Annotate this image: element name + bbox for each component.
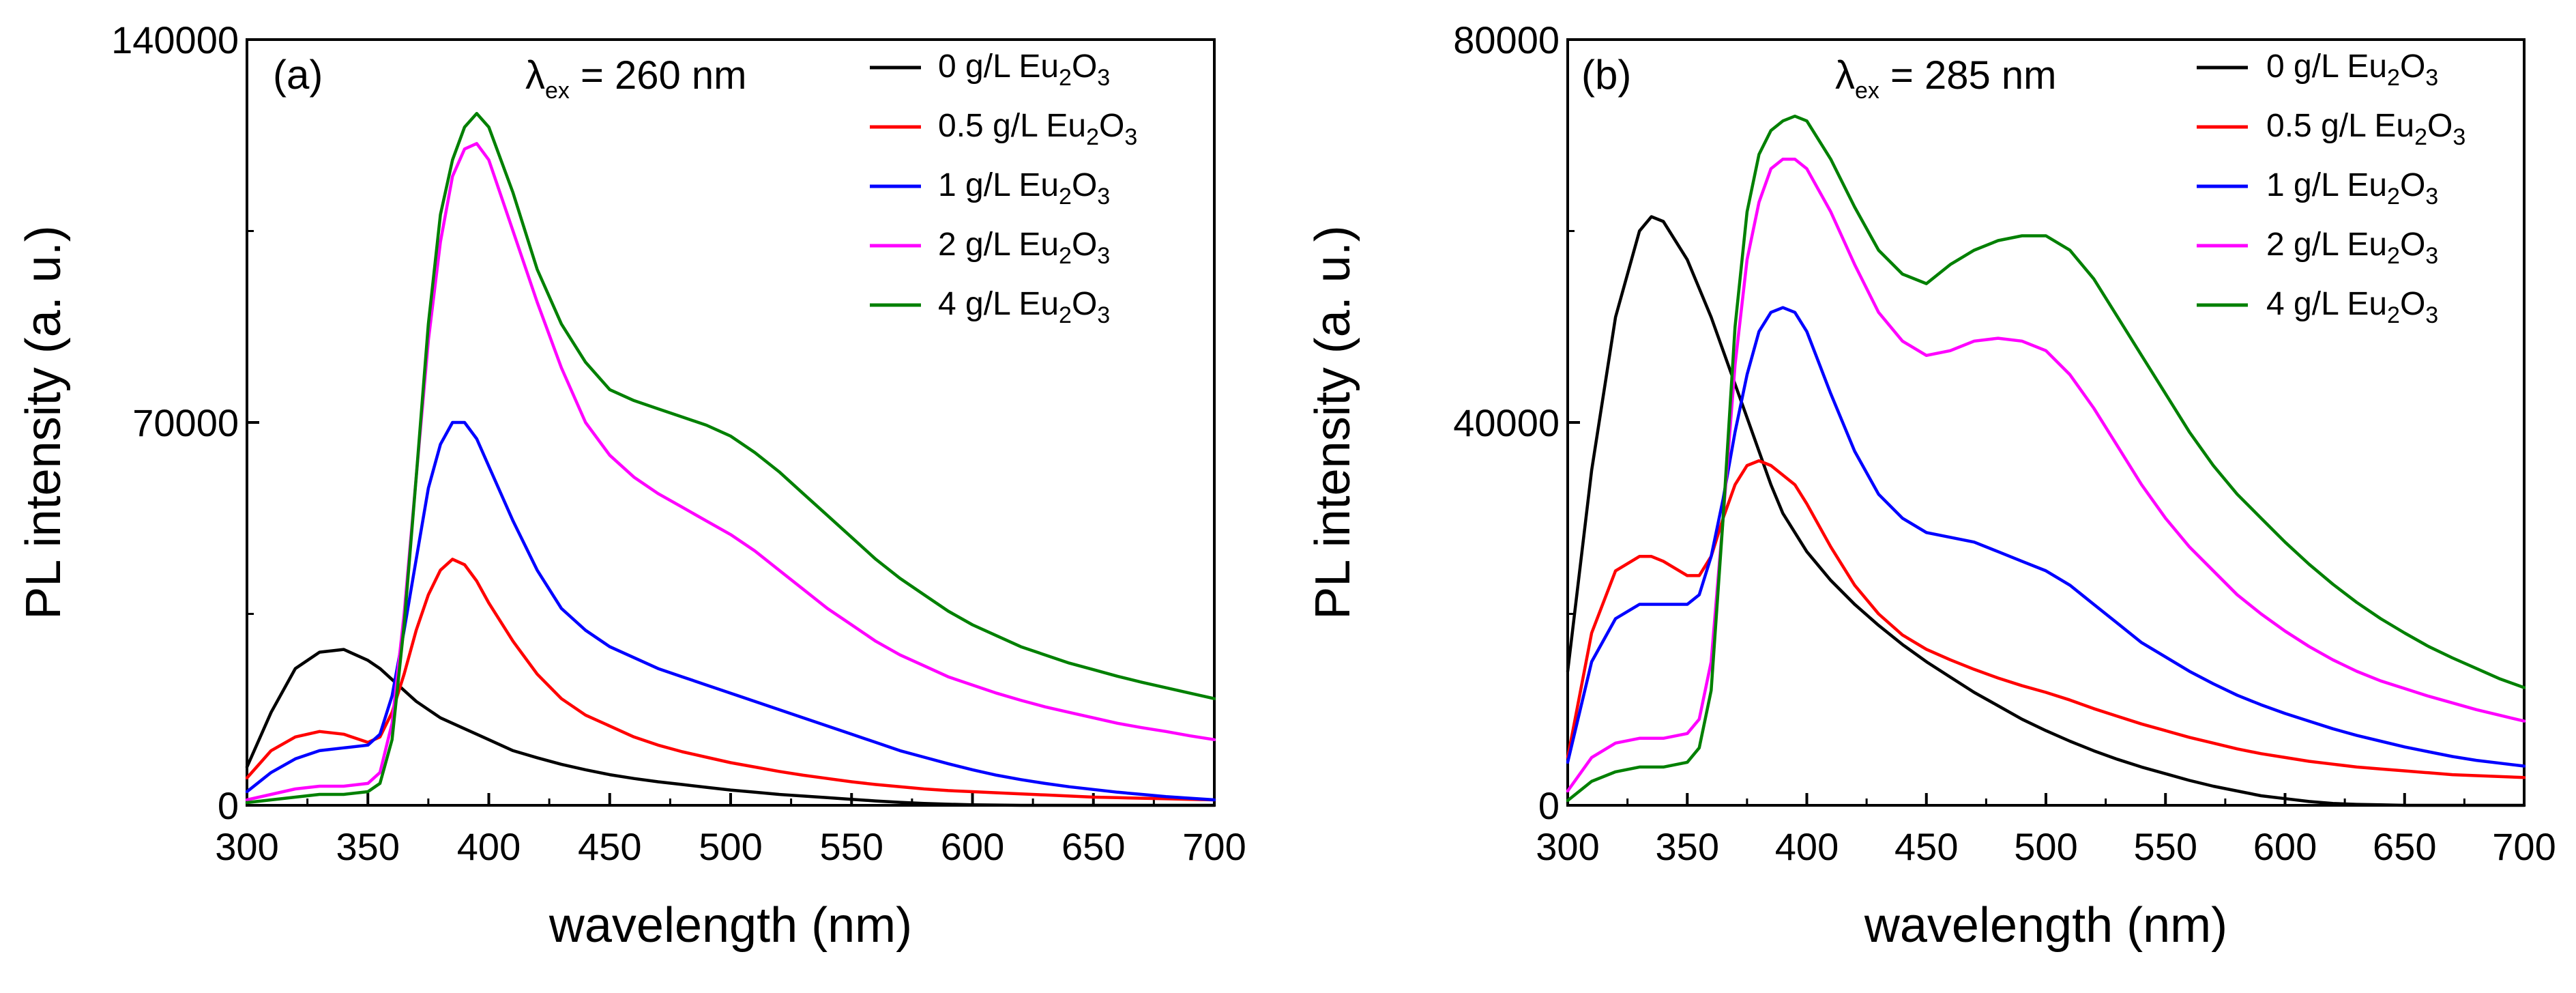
panel-b-legend-label-prefix: 2 g/L Eu xyxy=(2266,227,2387,263)
panel-b-x-tick-label: 650 xyxy=(2373,825,2436,868)
panel-a-legend-label-prefix: 1 g/L Eu xyxy=(938,167,1059,203)
panel-a-legend-label-mid: O xyxy=(1072,167,1097,203)
panel-a-annotation-text: = 260 nm xyxy=(570,53,747,98)
panel-b-excitation-annotation: λex = 285 nm xyxy=(1835,53,2056,104)
panel-b-annotation-symbol: λ xyxy=(1835,53,1855,98)
panel-b-legend-label-sub: 2 xyxy=(2387,65,2400,91)
panel-a-legend-label-mid: O xyxy=(1072,48,1097,85)
panel-b-legend-label-2: 1 g/L Eu2O3 xyxy=(2266,167,2438,210)
panel-b-y-tick-label: 0 xyxy=(1538,784,1560,827)
panel-b-x-tick-label: 350 xyxy=(1656,825,1719,868)
panel-a-x-axis-label: wavelength (nm) xyxy=(548,898,912,953)
panel-b-x-tick-label: 700 xyxy=(2492,825,2556,868)
panel-a-x-tick-label: 700 xyxy=(1182,825,1246,868)
panel-b-annotation-subscript: ex xyxy=(1855,78,1879,104)
panel-a-y-tick-label: 70000 xyxy=(132,401,239,444)
panel-a-x-tick-label: 650 xyxy=(1062,825,1125,868)
panel-a-series-line-4 xyxy=(245,111,1216,805)
panel-a-x-tick-label: 350 xyxy=(336,825,400,868)
panel-a-excitation-annotation: λex = 260 nm xyxy=(525,53,746,104)
panel-b-x-tick-label: 500 xyxy=(2014,825,2077,868)
panel-a-annotation-symbol: λ xyxy=(525,53,545,98)
panel-b-legend-label-mid: O xyxy=(2400,48,2425,85)
panel-b-legend-label-sub: 3 xyxy=(2453,124,2465,150)
panel-b-legend-label-mid: O xyxy=(2400,167,2425,203)
panel-b-y-tick-label: 40000 xyxy=(1453,401,1560,444)
panel-a-legend-label-mid: O xyxy=(1099,108,1124,144)
panel-a-x-tick-label: 450 xyxy=(578,825,641,868)
panel-a-legend-label-sub: 2 xyxy=(1059,302,1072,328)
panel-a-legend-label-sub: 2 xyxy=(1059,243,1072,269)
panel-a-chart: 300 350 400 450 500 550 600 650 700 0 70000 140000 w… xyxy=(16,18,1246,953)
panel-b-x-axis-label: wavelength (nm) xyxy=(1864,898,2227,953)
panel-b-legend-label-sub: 2 xyxy=(2387,243,2400,269)
panel-b-legend-label-0: 0 g/L Eu2O3 xyxy=(2266,48,2438,91)
panel-a-legend-label-sub: 3 xyxy=(1097,184,1110,210)
panel-b-series-line-0 xyxy=(1566,215,2526,807)
panel-a-legend-label-sub: 3 xyxy=(1097,243,1110,269)
panel-b-legend-label-sub: 2 xyxy=(2387,184,2400,210)
panel-a-panel-label: (a) xyxy=(273,52,323,98)
panel-b-legend-label-3: 2 g/L Eu2O3 xyxy=(2266,227,2438,269)
panel-b-legend-label-prefix: 0 g/L Eu xyxy=(2266,48,2387,85)
panel-a-legend-label-sub: 3 xyxy=(1124,124,1137,150)
panel-a-legend-label-sub: 2 xyxy=(1059,65,1072,91)
panel-a-legend-label-1: 0.5 g/L Eu2O3 xyxy=(938,108,1137,150)
panel-b-legend-label-sub: 3 xyxy=(2425,243,2438,269)
panel-b-legend-label-sub: 3 xyxy=(2425,184,2438,210)
panel-b-x-tick-label: 600 xyxy=(2253,825,2317,868)
panel-b-legend-label-prefix: 4 g/L Eu xyxy=(2266,286,2387,322)
panel-a-legend-label-0: 0 g/L Eu2O3 xyxy=(938,48,1110,91)
panel-a-legend-label-sub: 3 xyxy=(1097,302,1110,328)
panel-a-legend-label-prefix: 2 g/L Eu xyxy=(938,227,1059,263)
panel-b-legend-label-prefix: 1 g/L Eu xyxy=(2266,167,2387,203)
panel-b-y-axis-label: PL intensity (a. u.) xyxy=(1306,225,1360,620)
panel-a-legend-label-4: 4 g/L Eu2O3 xyxy=(938,286,1110,328)
panel-a-legend-label-prefix: 0 g/L Eu xyxy=(938,48,1059,85)
panel-b-legend-label-mid: O xyxy=(2400,286,2425,322)
panel-a-legend-label-3: 2 g/L Eu2O3 xyxy=(938,227,1110,269)
panel-a-legend-label-mid: O xyxy=(1072,227,1097,263)
panel-a-y-tick-label: 0 xyxy=(218,784,239,827)
panel-a-legend-label-sub: 2 xyxy=(1086,124,1099,150)
panel-b-legend-label-mid: O xyxy=(2427,108,2453,144)
panel-a-y-axis-label: PL intensity (a. u.) xyxy=(16,225,71,620)
panel-a-x-tick-label: 550 xyxy=(820,825,883,868)
panel-b-x-tick-label: 300 xyxy=(1536,825,1599,868)
panel-b-legend-label-sub: 3 xyxy=(2425,302,2438,328)
panel-a-x-tick-label: 500 xyxy=(699,825,762,868)
panel-a-y-tick-label: 140000 xyxy=(111,18,239,61)
panel-b-series-line-1 xyxy=(1566,459,2526,779)
panel-a-legend-label-prefix: 0.5 g/L Eu xyxy=(938,108,1086,144)
panel-a-annotation-subscript: ex xyxy=(545,78,570,104)
panel-b-legend-label-sub: 2 xyxy=(2414,124,2427,150)
panel-b-legend-label-sub: 2 xyxy=(2387,302,2400,328)
panel-b-x-tick-label: 550 xyxy=(2134,825,2197,868)
panel-b-panel-label: (b) xyxy=(1581,52,1631,98)
panel-b-legend-label-prefix: 0.5 g/L Eu xyxy=(2266,108,2414,144)
panel-b-chart: 300 350 400 450 500 550 600 650 700 0 40000 80000 wa… xyxy=(1306,18,2556,953)
panel-a-legend-label-prefix: 4 g/L Eu xyxy=(938,286,1059,322)
panel-b-series-line-4 xyxy=(1566,114,2526,803)
panel-b-x-tick-label: 450 xyxy=(1894,825,1958,868)
panel-a-legend-label-2: 1 g/L Eu2O3 xyxy=(938,167,1110,210)
panel-b-legend-label-4: 4 g/L Eu2O3 xyxy=(2266,286,2438,328)
panel-b-annotation-text: = 285 nm xyxy=(1879,53,2057,98)
panel-b-x-tick-label: 400 xyxy=(1775,825,1839,868)
panel-a-x-tick-label: 600 xyxy=(941,825,1004,868)
panel-a-legend-label-mid: O xyxy=(1072,286,1097,322)
panel-b-legend-label-sub: 3 xyxy=(2425,65,2438,91)
panel-a-x-tick-label: 400 xyxy=(457,825,521,868)
panel-b-legend-label-1: 0.5 g/L Eu2O3 xyxy=(2266,108,2465,150)
panel-b-series-line-3 xyxy=(1566,158,2526,793)
panel-b-series-line-2 xyxy=(1566,306,2526,768)
panel-b-legend-label-mid: O xyxy=(2400,227,2425,263)
panel-a-x-tick-label: 300 xyxy=(215,825,278,868)
panel-a-legend-label-sub: 3 xyxy=(1097,65,1110,91)
panel-a-legend-label-sub: 2 xyxy=(1059,184,1072,210)
panel-b-y-tick-label: 80000 xyxy=(1453,18,1560,61)
panel-a-series-line-3 xyxy=(245,142,1216,802)
